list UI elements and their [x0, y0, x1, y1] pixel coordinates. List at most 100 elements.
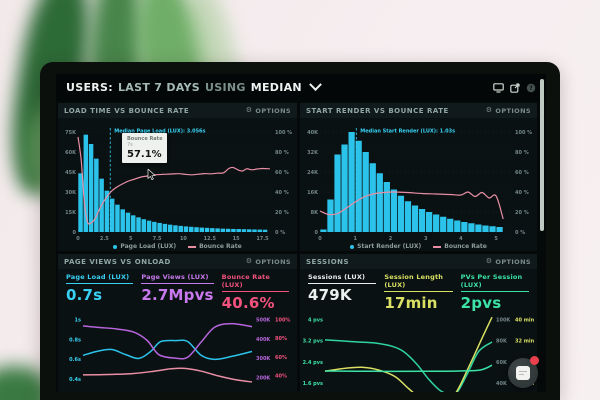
axis-tick-label: 0 [76, 236, 80, 242]
dashboard-topbar: USERS: LAST 7 DAYS USING MEDIAN [56, 74, 546, 101]
bounce-rate-tooltip: Bounce Rate 7s 57.1% [122, 133, 168, 163]
display-icon[interactable] [493, 82, 504, 93]
notification-badge [530, 356, 539, 365]
histogram-bar [257, 229, 263, 232]
series-line [324, 339, 493, 392]
chat-widget-button[interactable] [508, 356, 539, 388]
options-button[interactable]: ⚙ OPTIONS [246, 107, 291, 115]
help-icon[interactable]: ? [526, 83, 536, 93]
histogram-bar [425, 212, 433, 232]
histogram-bar [204, 227, 210, 232]
histogram-bar [225, 228, 231, 232]
axis-tick-label: 1.6 pvs [303, 381, 323, 387]
histogram-bar [78, 173, 83, 232]
metric-bounce-rate: Bounce Rate (LUX) 40.6% [221, 273, 289, 312]
options-button[interactable]: ⚙ OPTIONS [246, 258, 291, 266]
axis-tick-label: 1s [75, 318, 81, 324]
share-icon[interactable] [510, 82, 520, 93]
options-button[interactable]: ⚙ OPTIONS [486, 107, 531, 115]
axis-tick-label: 0.4s [69, 377, 81, 383]
histogram-bar [404, 201, 412, 232]
series-line [324, 316, 493, 392]
axis-tick-label: 4 pvs [308, 318, 323, 324]
axis-tick-label: 40K [496, 381, 508, 387]
gear-icon: ⚙ [485, 106, 493, 114]
tooltip-title: Bounce Rate [127, 136, 163, 142]
svg-text:?: ? [529, 85, 533, 92]
histogram-bar [246, 229, 252, 232]
axis-tick-label: 1 [353, 236, 357, 242]
legend-label: Bounce Rate [444, 243, 487, 250]
histogram-bar [252, 229, 257, 232]
histogram-bar [454, 220, 461, 232]
options-button[interactable]: ⚙ OPTIONS [486, 258, 531, 266]
panel-header: LOAD TIME VS BOUNCE RATE ⚙ OPTIONS [58, 103, 297, 118]
axis-tick-label: 32 min [515, 339, 535, 345]
users-filter-dropdown[interactable]: USERS: LAST 7 DAYS USING MEDIAN [66, 78, 322, 94]
options-label: OPTIONS [255, 257, 291, 266]
metric-label: Page Load (LUX) [66, 273, 134, 284]
axis-tick-label: 60K [496, 360, 508, 366]
panel-title: LOAD TIME VS BOUNCE RATE [64, 106, 190, 115]
histogram-bar [489, 226, 496, 232]
histogram-bar [262, 229, 268, 232]
axis-tick-label: 0 [73, 230, 77, 236]
metric-value: 479K [308, 286, 352, 304]
load-time-histogram-chart: 75K 60K 45K 30K 15K 0 100 % 80 % 60 % 40 % 20 % 0 %… [65, 128, 292, 242]
axis-tick-label: 8K [311, 210, 319, 216]
histogram-bar [482, 225, 489, 232]
metric-session-length: Session Length (LUX) 17min [384, 273, 453, 312]
metric-page-load: Page Load (LUX) 0.7s [66, 273, 134, 307]
topbar-actions: ? [493, 82, 536, 93]
axis-tick-label: 40% [275, 374, 287, 380]
histogram-bar [94, 158, 99, 232]
metric-label: Page Views (LUX) [141, 273, 214, 284]
axis-tick-label: 0 % [275, 230, 285, 236]
metric-sessions: Sessions (LUX) 479K [308, 273, 377, 307]
panel-header: SESSIONS ⚙ OPTIONS [300, 254, 537, 269]
options-label: OPTIONS [495, 106, 531, 115]
axis-tick-label: 20 % [275, 210, 289, 216]
histogram-bar [447, 218, 454, 232]
axis-tick-label: 30K [65, 190, 77, 196]
dot-swatch-icon [350, 244, 355, 249]
start-render-histogram-chart: 40K 32K 24K 16K 8K 0 100 % 80 % 60 % 40 % 20 % 0 % 0… [307, 128, 532, 242]
metric-label: Session Length (LUX) [384, 273, 453, 292]
axis-tick-label: 100K [496, 318, 511, 324]
metric-value: 17min [384, 294, 438, 312]
scrollbar[interactable] [540, 79, 544, 231]
histogram-bar [194, 227, 199, 232]
histogram-bar [115, 204, 120, 232]
histogram-bar [162, 223, 168, 232]
axis-tick-label: 60 % [275, 170, 289, 176]
histogram-bar [461, 222, 468, 232]
metrics-row: Page Load (LUX) 0.7s Page Views (LUX) 2.… [58, 269, 297, 312]
histogram-bar [109, 198, 115, 232]
histogram-bar [178, 225, 183, 232]
axis-tick-label: 0.8s [69, 337, 81, 343]
panel-header: PAGE VIEWS VS ONLOAD ⚙ OPTIONS [58, 254, 297, 269]
histogram-bar [83, 134, 89, 232]
histogram-bar [189, 226, 194, 232]
chevron-down-icon [309, 78, 322, 92]
histogram-bar [418, 209, 426, 232]
histogram-bar [183, 226, 189, 232]
dot-swatch-icon [113, 244, 118, 249]
histogram-bar [236, 229, 241, 232]
chart-legend: Start Render (LUX) Bounce Rate [300, 243, 537, 250]
histogram-bar [320, 229, 327, 232]
date-range-label: LAST 7 DAYS [117, 81, 201, 94]
histogram-bar [152, 221, 157, 232]
panel-page-views-vs-onload: PAGE VIEWS VS ONLOAD ⚙ OPTIONS Page Load… [58, 254, 297, 392]
axis-tick-label: 60 % [515, 170, 529, 176]
histogram-bar [475, 224, 482, 232]
axis-tick-label: 0 [318, 236, 322, 242]
metrics-row: Sessions (LUX) 479K Session Length (LUX)… [300, 269, 537, 312]
histogram-bar [167, 224, 173, 232]
legend-label: Page Load (LUX) [120, 243, 177, 250]
panel-start-render-vs-bounce-rate: START RENDER VS BOUNCE RATE ⚙ OPTIONS 40… [300, 103, 537, 251]
using-label: USING [205, 81, 246, 94]
axis-tick-label: 7.5 [153, 236, 162, 242]
dashboard-screen: USERS: LAST 7 DAYS USING MEDIAN [56, 74, 546, 392]
